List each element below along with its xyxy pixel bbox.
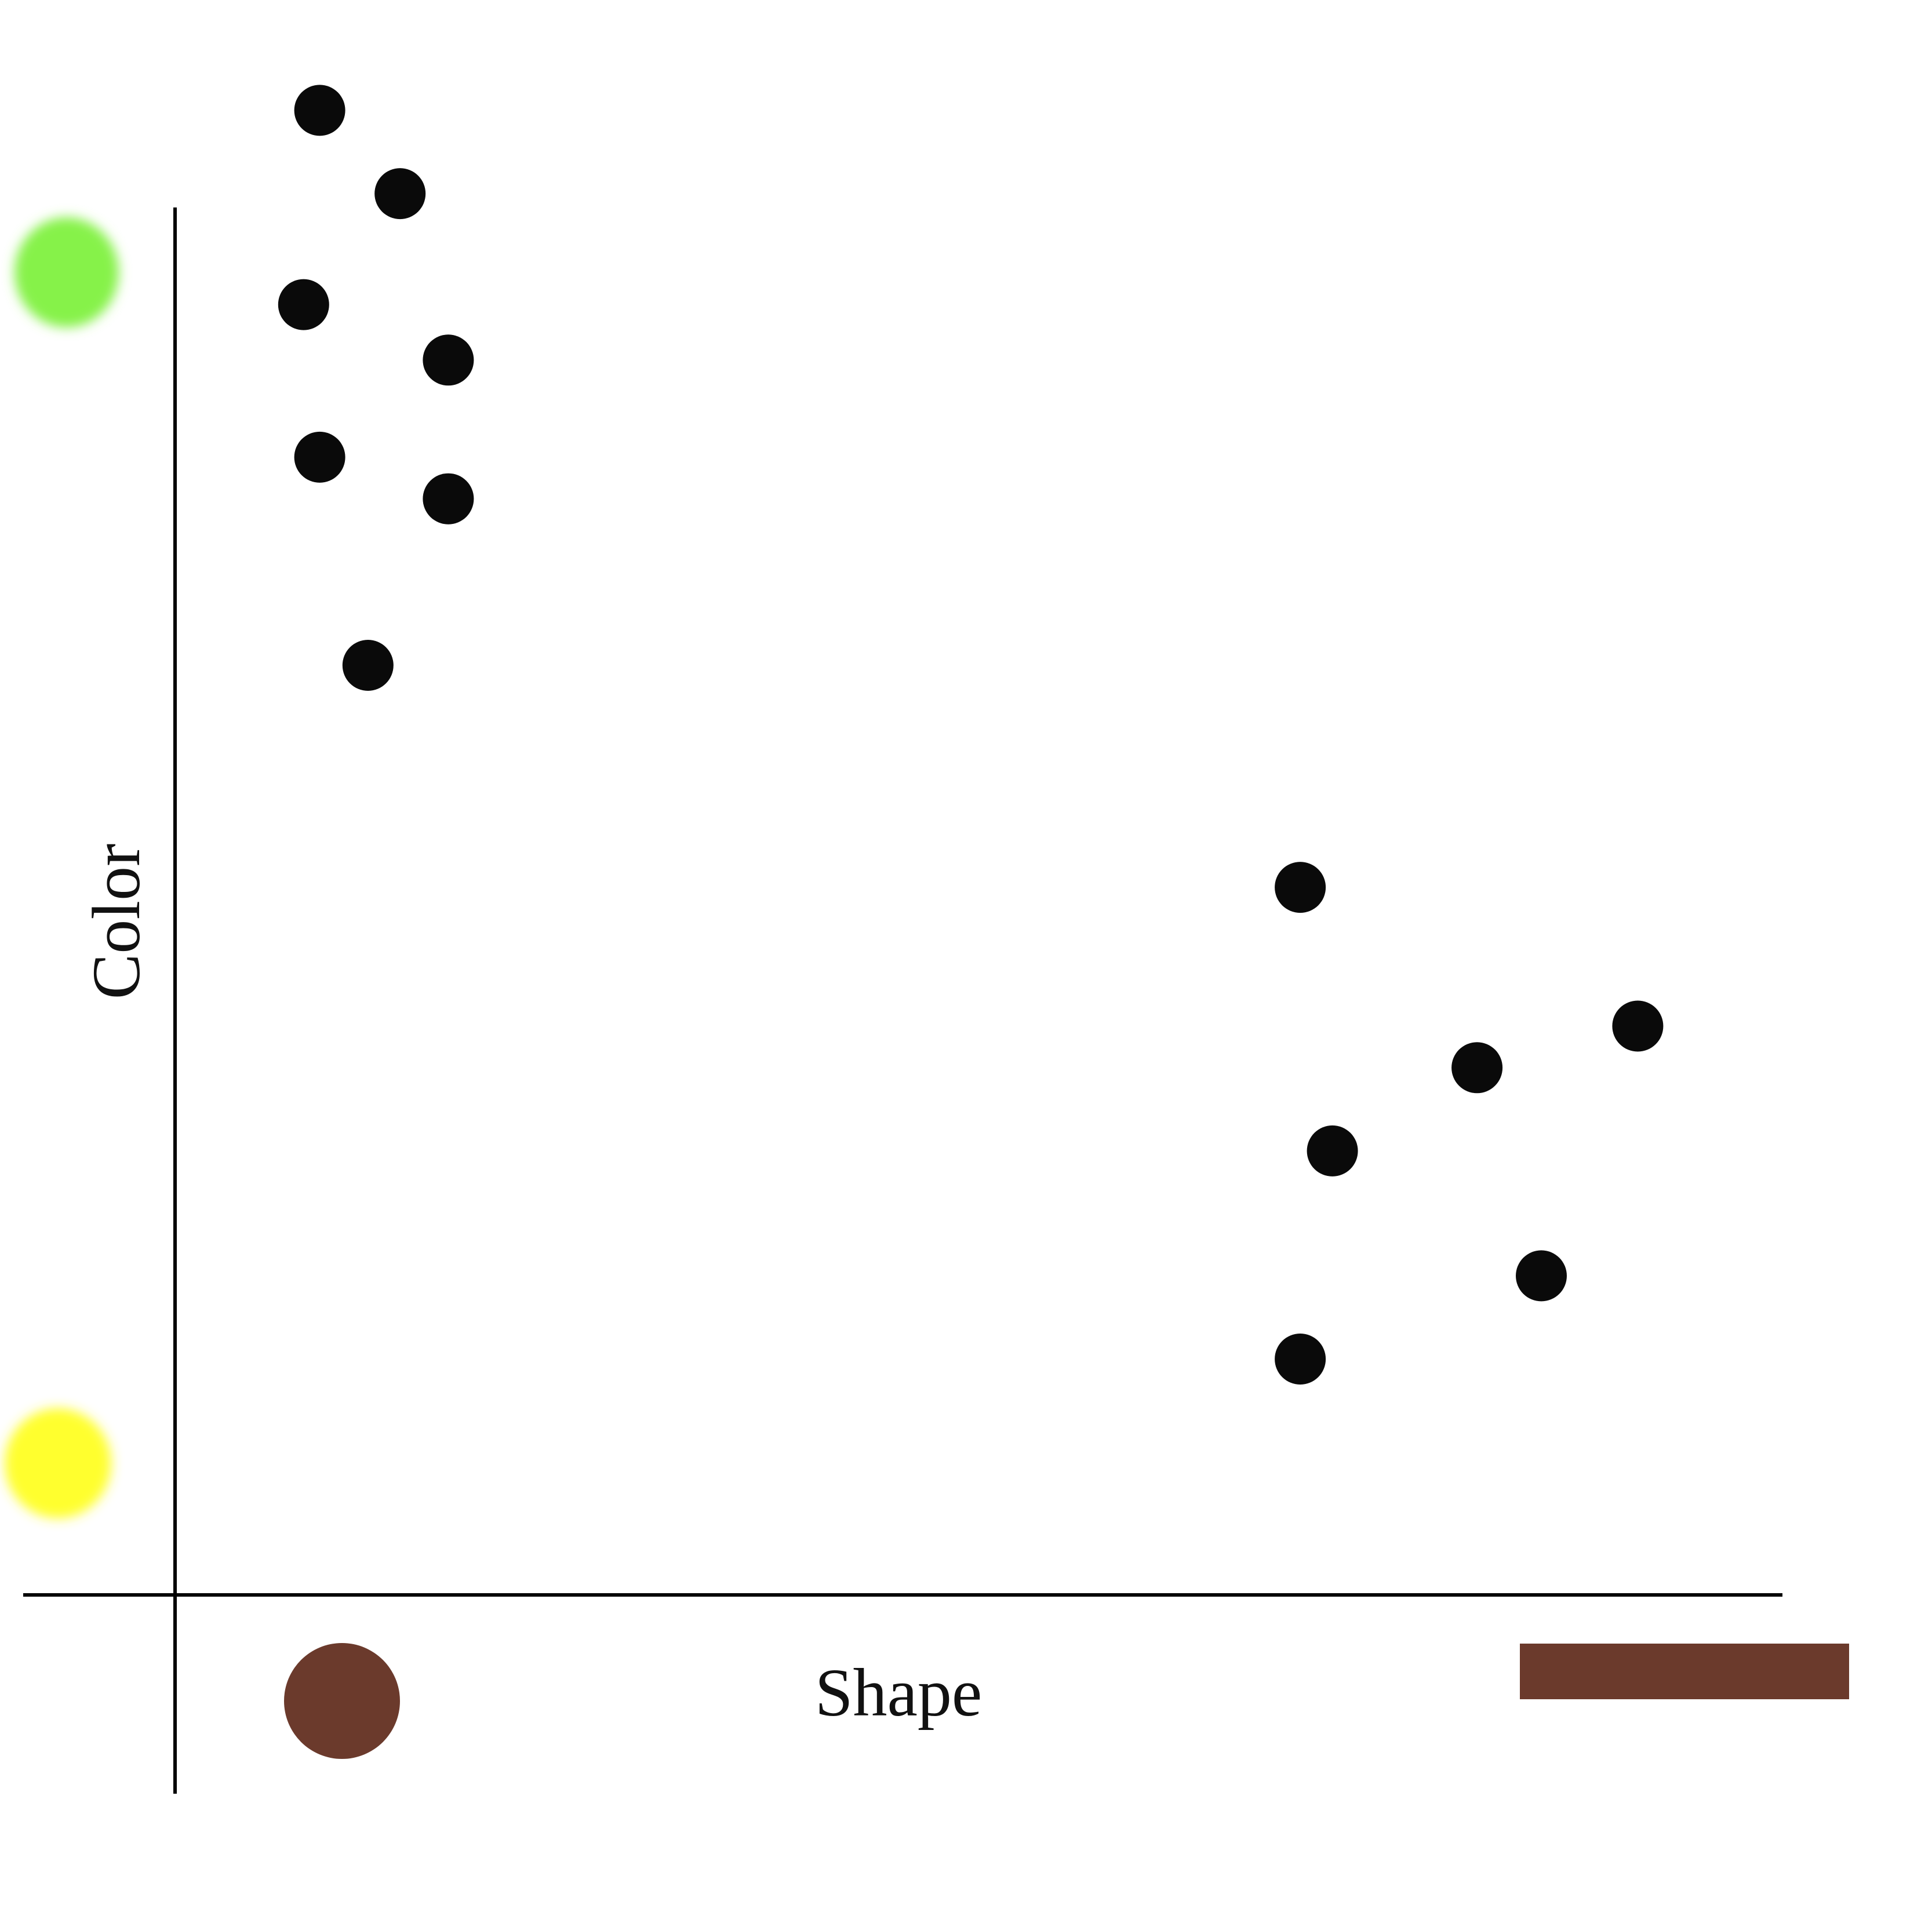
data-point [423, 334, 474, 386]
data-point [1516, 1250, 1567, 1302]
data-point [374, 168, 426, 220]
data-point [294, 431, 345, 483]
data-point [1612, 1000, 1664, 1052]
long-shape-icon [1520, 1644, 1849, 1699]
round-shape-icon [284, 1643, 400, 1759]
points-layer [278, 85, 1664, 1385]
data-point [1275, 862, 1326, 913]
data-point [294, 85, 345, 136]
data-point [342, 640, 394, 691]
data-point [423, 473, 474, 524]
green-color-icon [14, 217, 119, 327]
data-point [1451, 1042, 1503, 1094]
data-point [278, 279, 329, 330]
data-point [1275, 1334, 1326, 1385]
y-axis-title: Color [78, 844, 154, 1000]
yellow-color-icon [5, 1408, 111, 1518]
data-point [1307, 1125, 1358, 1176]
x-axis-title: Shape [815, 1655, 982, 1731]
